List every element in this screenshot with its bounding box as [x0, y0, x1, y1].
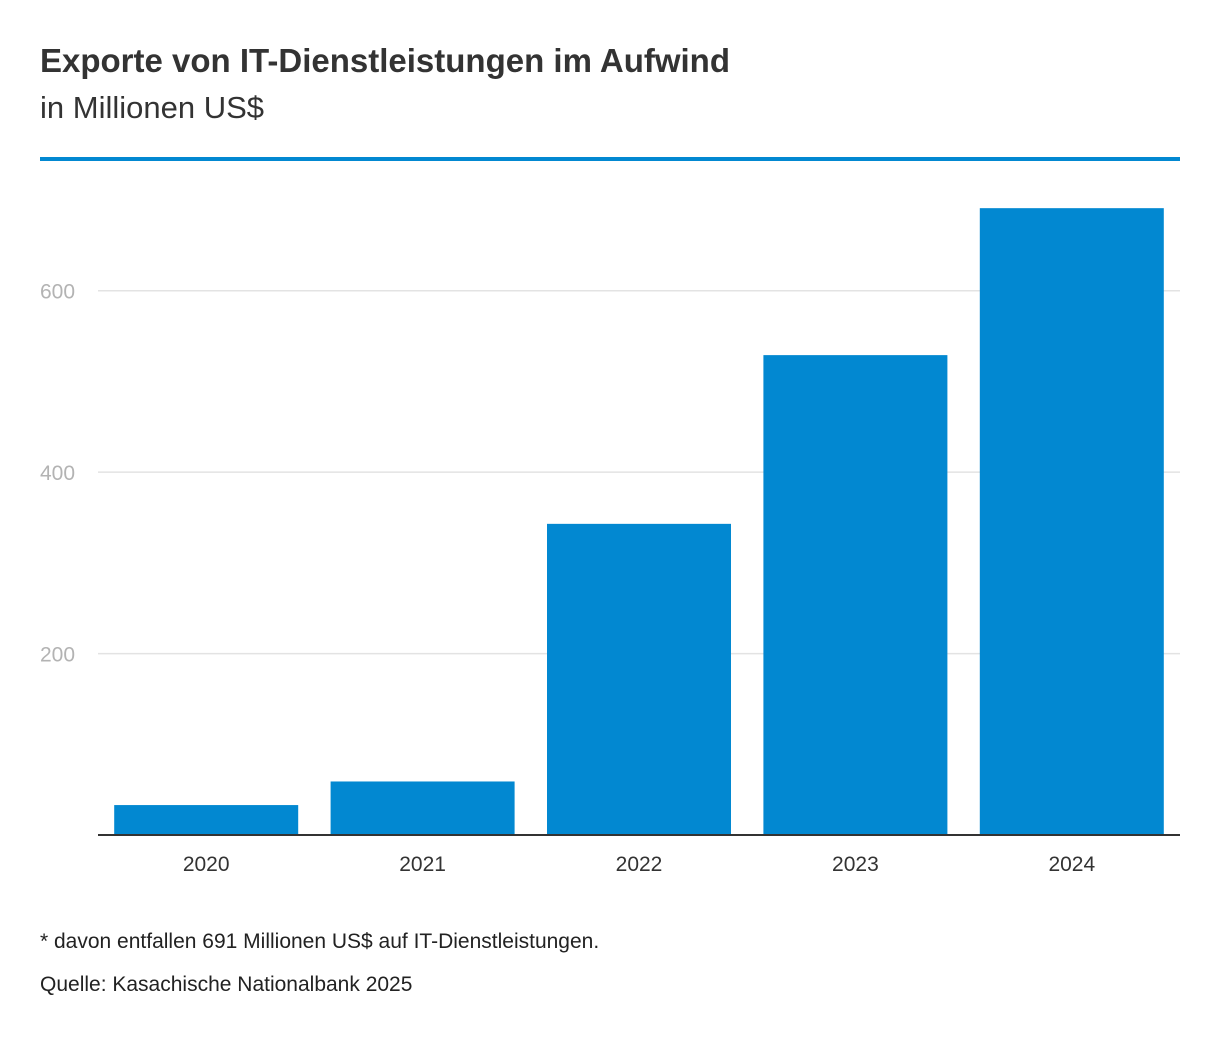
x-tick-label: 2021: [399, 853, 446, 876]
chart-title: Exporte von IT-Dienstleistungen im Aufwi…: [40, 42, 730, 79]
y-axis-tick-labels: 200 400 600: [40, 281, 75, 667]
x-axis-tick-labels: 2020 2021 2022 2023 2024: [183, 853, 1096, 876]
bar-2023: [763, 355, 948, 835]
bar-2022: [547, 523, 731, 835]
bar-2021: [330, 781, 515, 835]
chart-subtitle: in Millionen US$: [40, 90, 264, 125]
bar-2020: [114, 805, 299, 835]
y-tick-label: 400: [40, 462, 75, 485]
source-note: Quelle: Kasachische Nationalbank 2025: [40, 973, 413, 996]
bar-2024: [979, 208, 1164, 835]
bars: [114, 208, 1164, 835]
y-tick-label: 600: [40, 281, 75, 304]
title-divider: [40, 157, 1180, 161]
y-tick-label: 200: [40, 644, 75, 667]
x-tick-label: 2023: [832, 853, 879, 876]
x-tick-label: 2020: [183, 853, 230, 876]
footnote: * davon entfallen 691 Millionen US$ auf …: [40, 930, 600, 953]
x-tick-label: 2024: [1048, 853, 1095, 876]
x-tick-label: 2022: [616, 853, 663, 876]
